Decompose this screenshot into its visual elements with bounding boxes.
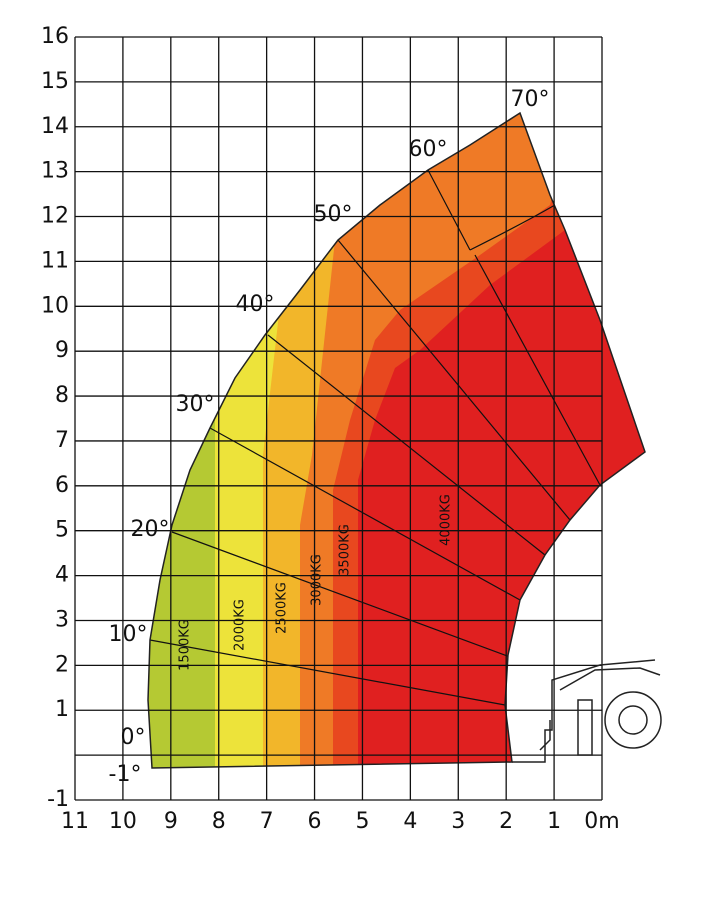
x-tick-label: 7: [260, 809, 274, 834]
load-label: 2500KG: [275, 582, 290, 634]
x-tick-label: 10: [109, 809, 137, 834]
y-tick-label: 2: [55, 652, 69, 677]
load-zones: [148, 113, 645, 768]
x-tick-label: 8: [212, 809, 226, 834]
telehandler: [512, 659, 662, 763]
angle-label: 50°: [314, 202, 353, 227]
angle-label: 70°: [511, 87, 550, 112]
y-tick-label: 9: [55, 338, 69, 363]
y-tick-label: 13: [41, 159, 69, 184]
y-tick-label: 12: [41, 204, 69, 229]
y-tick-label: 7: [55, 428, 69, 453]
load-label: 2000KG: [233, 599, 248, 651]
y-tick-label: 10: [41, 293, 69, 318]
angle-label: 10°: [109, 622, 148, 647]
y-tick-label: 3: [55, 607, 69, 632]
x-tick-label: 5: [355, 809, 369, 834]
x-tick-label: 9: [164, 809, 178, 834]
angle-label: 20°: [131, 517, 170, 542]
y-tick-label: 15: [41, 69, 69, 94]
grid: [74, 36, 603, 801]
angle-label: -1°: [109, 762, 142, 787]
y-tick-label: 11: [41, 248, 69, 273]
y-tick-label: 4: [55, 563, 69, 588]
y-tick-label: 6: [55, 473, 69, 498]
y-tick-label: 5: [55, 518, 69, 543]
load-label: 1500KG: [178, 619, 193, 671]
x-tick-label: 2: [499, 809, 513, 834]
x-tick-label: 6: [308, 809, 322, 834]
y-tick-label: 14: [41, 114, 69, 139]
load-label: 4000KG: [439, 494, 454, 546]
angle-label: 40°: [236, 292, 275, 317]
envelope: [147, 111, 646, 769]
y-tick-label: -1: [47, 787, 69, 812]
x-tick-label: 4: [403, 809, 417, 834]
x-tick-label: 1: [547, 809, 561, 834]
x-tick-label: 11: [61, 809, 89, 834]
x-tick-label: 0m: [584, 809, 619, 834]
angle-label: 30°: [176, 392, 215, 417]
angle-label: 0°: [121, 725, 146, 750]
y-tick-label: 8: [55, 383, 69, 408]
angle-label: 60°: [409, 137, 448, 162]
load-label: 3500KG: [338, 524, 353, 576]
load-label: 3000KG: [310, 554, 325, 606]
y-tick-label: 1: [55, 697, 69, 722]
x-tick-label: 3: [451, 809, 465, 834]
y-tick-label: 16: [41, 24, 69, 49]
